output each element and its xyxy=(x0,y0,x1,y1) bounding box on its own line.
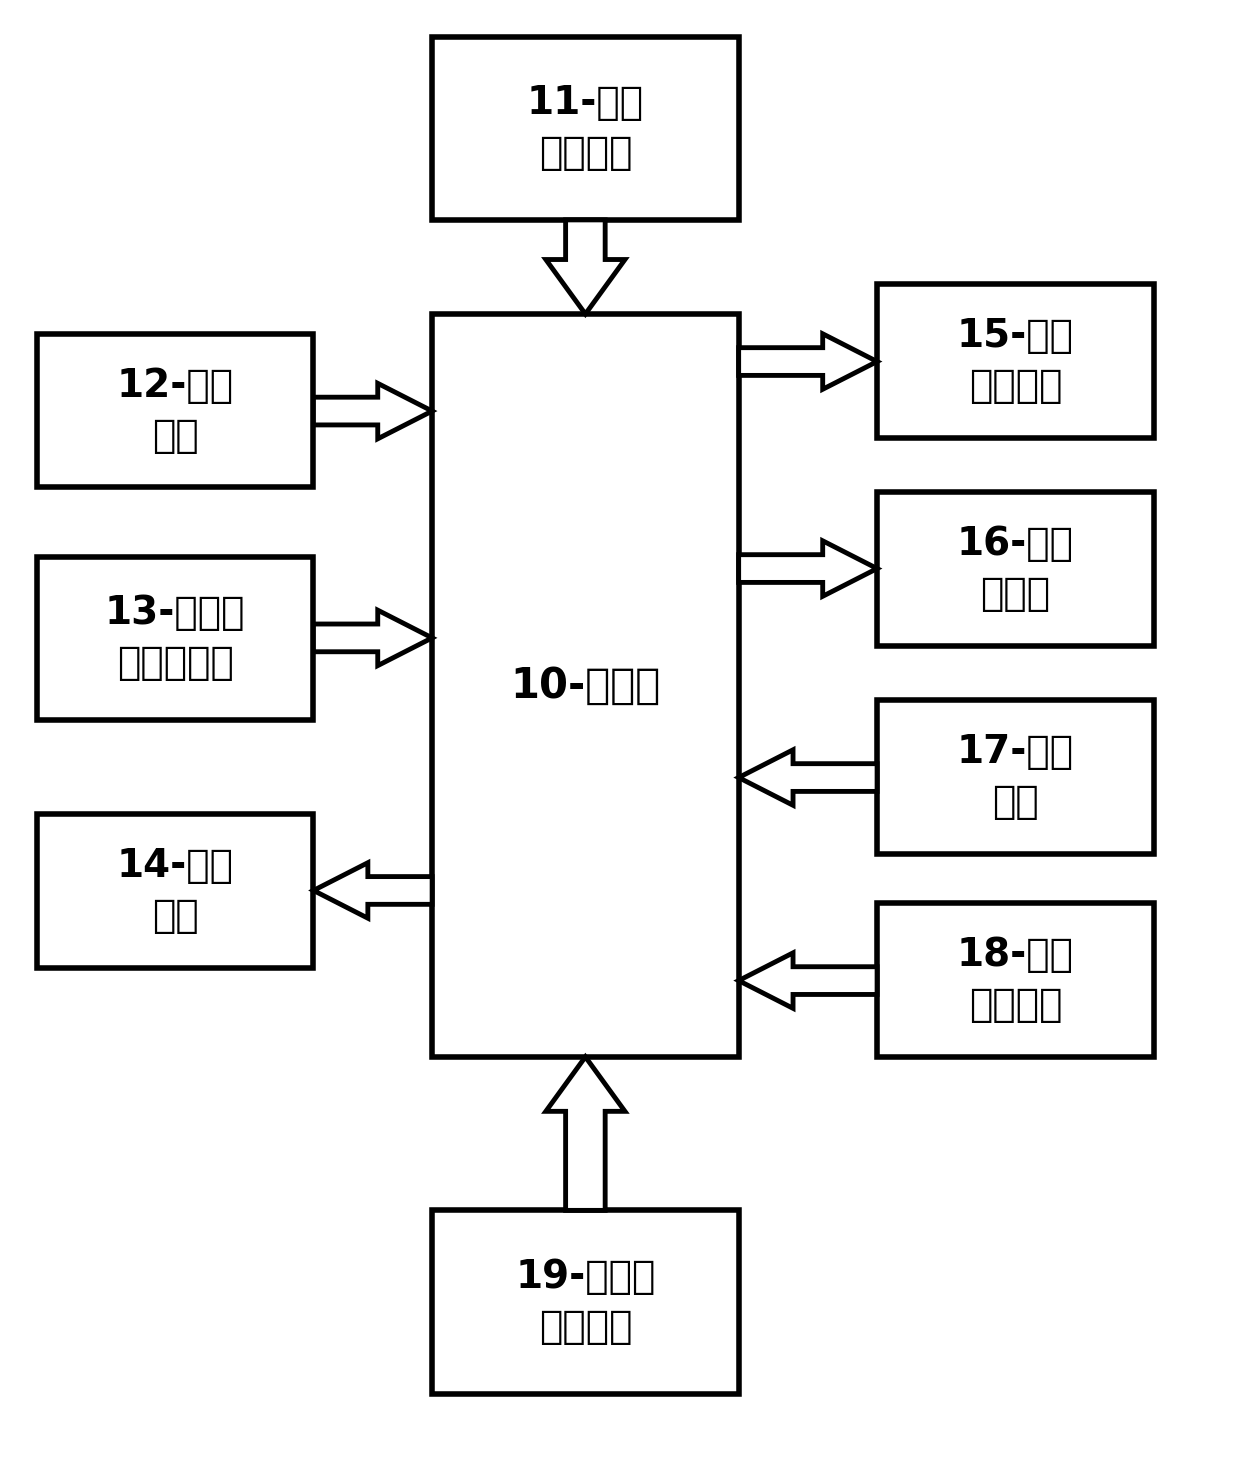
Bar xyxy=(877,285,1154,438)
Polygon shape xyxy=(546,1057,625,1210)
Bar xyxy=(877,492,1154,645)
Text: 14-报警
电路: 14-报警 电路 xyxy=(117,847,233,934)
Polygon shape xyxy=(739,334,877,390)
Text: 13-温湿度
传感器电路: 13-温湿度 传感器电路 xyxy=(105,594,246,682)
Text: 16-继电
器电路: 16-继电 器电路 xyxy=(957,526,1074,613)
Bar xyxy=(432,314,739,1057)
Bar xyxy=(432,1210,739,1394)
Bar xyxy=(37,815,314,968)
Text: 19-氧气浓
度传感器: 19-氧气浓 度传感器 xyxy=(515,1259,656,1346)
Polygon shape xyxy=(314,863,432,918)
Bar xyxy=(37,334,314,488)
Polygon shape xyxy=(546,220,625,314)
Text: 10-单片机: 10-单片机 xyxy=(511,664,661,707)
Polygon shape xyxy=(314,384,432,439)
Text: 12-晶振
电路: 12-晶振 电路 xyxy=(117,366,233,454)
Polygon shape xyxy=(314,610,432,666)
Text: 15-液晶
显示电路: 15-液晶 显示电路 xyxy=(957,317,1074,404)
Polygon shape xyxy=(739,540,877,596)
Text: 17-复位
电路: 17-复位 电路 xyxy=(957,733,1074,821)
Polygon shape xyxy=(739,750,877,806)
Bar xyxy=(877,701,1154,854)
Text: 11-稳压
电源电路: 11-稳压 电源电路 xyxy=(527,85,644,172)
Polygon shape xyxy=(739,953,877,1009)
Bar xyxy=(877,904,1154,1057)
Text: 18-功能
按键电路: 18-功能 按键电路 xyxy=(957,936,1074,1023)
Bar xyxy=(37,556,314,720)
Bar xyxy=(432,36,739,220)
